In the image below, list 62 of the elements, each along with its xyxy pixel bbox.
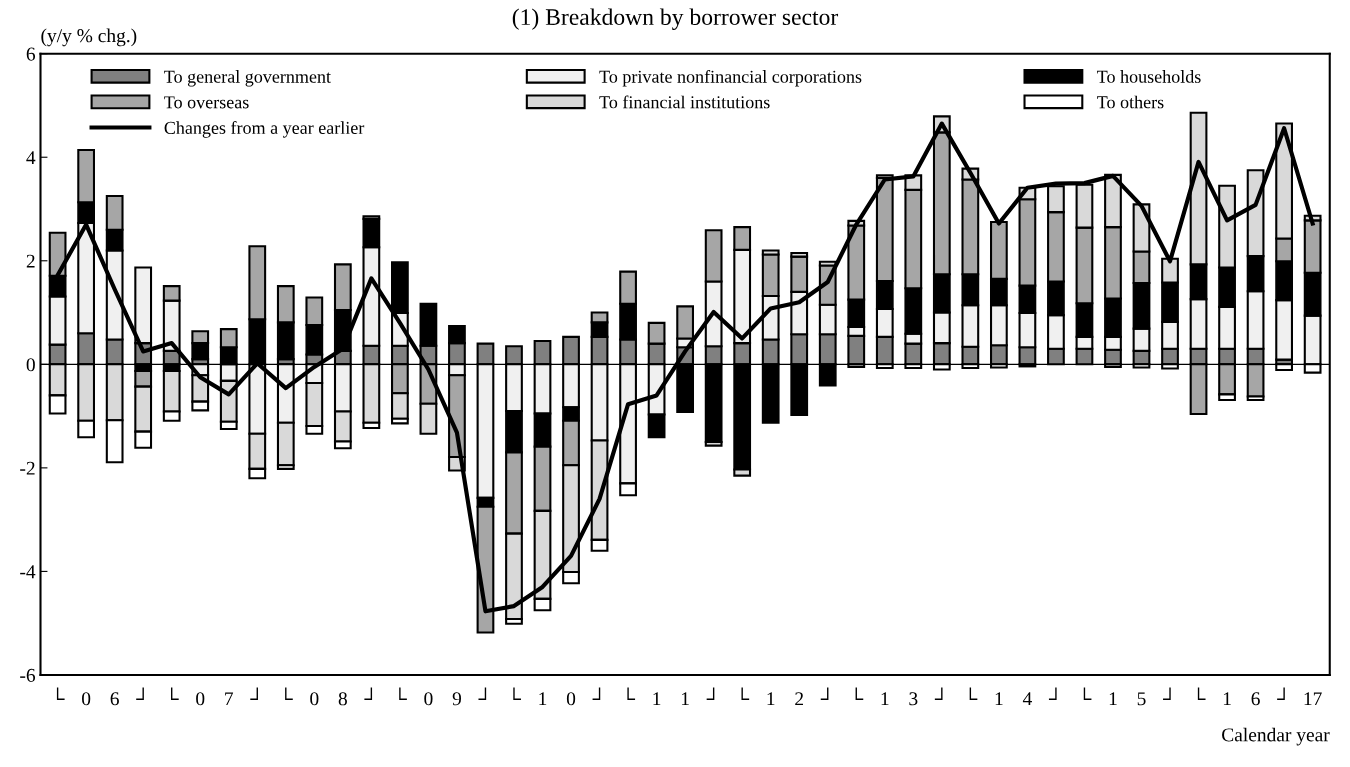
chart-title: (1) Breakdown by borrower sector [512,8,839,30]
x-tick-label: 1 [881,692,889,706]
x-tick-label: 7 [225,692,234,706]
legend-label: To households [1097,70,1201,83]
x-tick-label: 0 [424,692,433,706]
y-tick-label: -4 [20,565,36,579]
x-tick-label: └ [1083,687,1092,700]
x-tick-label: └ [1197,687,1206,700]
x-tick-label: ┘ [250,687,258,700]
x-tick-label: ┘ [1277,687,1285,700]
legend-label: To general government [164,70,331,87]
legend-label: To private nonfinancial corporations [599,69,862,87]
x-tick-label: └ [399,687,407,700]
y-axis-title: (y/y % chg.) [41,28,137,47]
x-tick-label: └ [513,687,521,700]
x-tick-label: ┘ [934,687,943,700]
x-axis-title: Calendar year [1222,727,1330,746]
x-tick-label: ┘ [478,687,487,700]
x-tick-label: 8 [338,692,347,706]
x-tick-label: └ [56,687,65,700]
x-tick-label: 3 [909,692,918,706]
x-tick-label: 1 [653,692,661,706]
x-tick-label: 1 [1223,692,1231,706]
x-tick-label: ┘ [706,687,715,700]
x-tick-label: └ [855,687,864,700]
y-tick-label: 4 [26,151,36,164]
y-tick-label: 6 [26,47,36,61]
x-tick-label: 4 [1022,692,1032,706]
x-tick-label: └ [969,687,978,700]
x-tick-label: 1 [539,692,547,706]
x-tick-label: 0 [566,692,576,706]
x-tick-label: 6 [1251,692,1260,706]
x-tick-label: 9 [452,692,461,706]
x-tick-label: ┘ [364,687,373,700]
x-tick-label: └ [171,687,179,700]
y-tick-label: 2 [26,254,35,268]
legend-label: To overseas [164,96,249,109]
x-tick-label: 1 [767,692,775,706]
y-tick-label: -2 [20,461,35,475]
x-tick-label: ┘ [1163,687,1171,700]
legend-label: To others [1097,95,1164,109]
x-tick-label: 17 [1304,692,1322,706]
x-tick-label: 2 [795,692,804,706]
x-tick-label: ┘ [820,687,829,700]
x-tick-label: 1 [995,692,1003,706]
x-tick-label: └ [741,687,750,700]
x-tick-label: 1 [1109,692,1117,706]
x-tick-label: └ [285,687,293,700]
x-tick-label: 0 [196,692,205,706]
x-tick-label: ┘ [592,687,601,700]
x-tick-label: └ [627,687,636,700]
legend-label: Changes from a year earlier [164,121,365,138]
x-tick-label: 0 [310,692,319,706]
x-tick-label: ┘ [1048,687,1057,700]
y-tick-label: -6 [20,668,36,682]
x-tick-label: 6 [110,692,119,706]
x-tick-label: 1 [681,692,689,706]
x-tick-label: ┘ [136,687,144,700]
x-tick-label: 5 [1137,692,1146,706]
x-tick-label: 0 [82,692,91,706]
legend-label: To financial institutions [599,95,770,109]
y-tick-label: 0 [26,358,35,372]
